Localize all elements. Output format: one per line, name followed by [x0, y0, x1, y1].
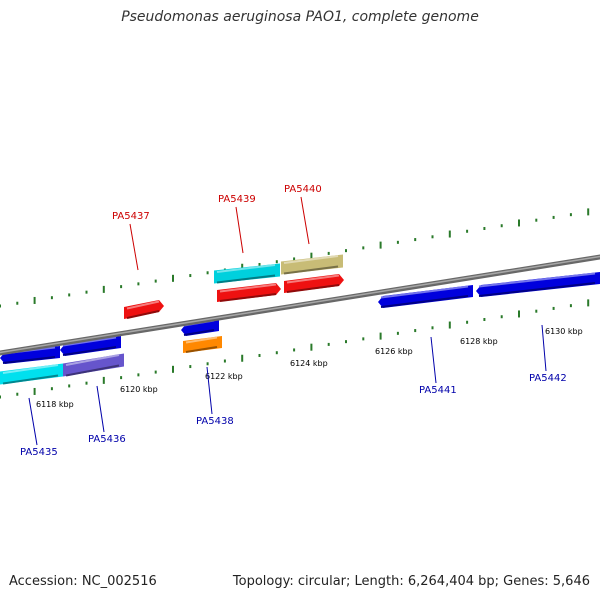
feature-purple-lower: [63, 353, 124, 377]
accession-text: Accession: NC_002516: [9, 574, 157, 589]
gene-leader-line: [300, 196, 310, 245]
gene-leader-line: [206, 366, 213, 415]
map-title: Pseudomonas aeruginosa PAO1, complete ge…: [121, 9, 479, 25]
feature-orange-lower: [183, 336, 222, 353]
gene-pa5442: [476, 272, 600, 297]
gene-label-pa5438: PA5438: [196, 416, 234, 427]
gene-label-pa5440: PA5440: [284, 184, 322, 195]
feature-khaki-upper: [281, 254, 343, 275]
tick-label: 6130 kbp: [545, 327, 583, 336]
gene-leader-line: [541, 324, 547, 372]
gene-leader-line: [235, 206, 244, 254]
feature-layer: [0, 254, 600, 385]
gene-pa5437: [124, 300, 164, 319]
gene-label-pa5435: PA5435: [20, 447, 58, 458]
gene-label-pa5436: PA5436: [88, 434, 126, 445]
tick-label: 6128 kbp: [460, 337, 498, 346]
gene-leader-line: [96, 385, 105, 433]
tick-label: 6118 kbp: [36, 400, 74, 409]
gene-pa5439: [217, 283, 281, 302]
genome-backbone: [0, 254, 600, 356]
gene-label-pa5437: PA5437: [112, 211, 150, 222]
gene-pa5441: [378, 285, 473, 308]
gene-leader-line: [430, 336, 437, 384]
gene-leader-line: [28, 397, 38, 446]
gene-label-pa5439: PA5439: [218, 194, 256, 205]
gene-label-pa5441: PA5441: [419, 385, 457, 396]
gene-label-pa5442: PA5442: [529, 373, 567, 384]
backbone-highlight: [0, 255, 600, 354]
tick-label: 6126 kbp: [375, 347, 413, 356]
label-layer: PA5435 PA5436 PA5437 PA5438 PA5439 PA5440 PA54…: [20, 184, 567, 458]
tick-layer: 6118 kbp 6120 kbp 6122 kbp 6124 kbp 6126 kbp…: [0, 208, 590, 409]
tick-label: 6122 kbp: [205, 372, 243, 381]
gene-pa5440: [284, 274, 344, 293]
tick-label: 6124 kbp: [290, 359, 328, 368]
genome-summary-text: Topology: circular; Length: 6,264,404 bp…: [232, 574, 590, 589]
tick-label: 6120 kbp: [120, 385, 158, 394]
feature-cyan-lower: [0, 363, 63, 385]
gene-pa5436: [60, 336, 121, 356]
gene-leader-line: [129, 223, 139, 271]
feature-cyan-upper: [214, 263, 280, 284]
